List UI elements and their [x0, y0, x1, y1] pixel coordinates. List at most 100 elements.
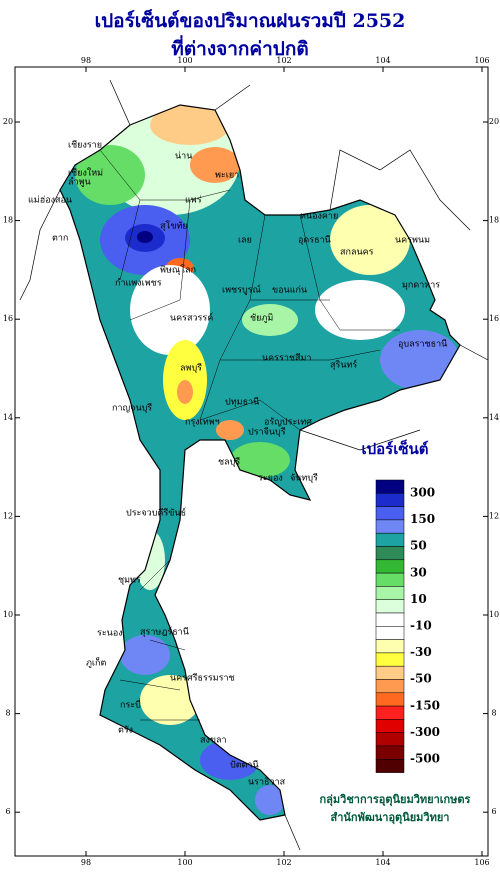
legend-label: 30 — [410, 565, 427, 579]
place-label: ปราจีนบุรี — [248, 427, 286, 438]
y-tick-label: 20 — [3, 117, 13, 126]
y-tick-label: 20 — [489, 117, 499, 126]
place-label: เชียงราย — [68, 140, 102, 151]
place-label: กรุงเทพฯ — [185, 418, 220, 428]
place-label: นครสวรรค์ — [170, 312, 213, 324]
place-label: เพชรบูรณ์ — [222, 284, 261, 296]
credit: กลุ่มวิชาการอุตุนิยมวิทยาเกษตร — [320, 793, 471, 807]
place-label: นราธิวาส — [248, 777, 286, 788]
place-label: หนองคาย — [300, 212, 338, 222]
legend-title: เปอร์เซ็นต์ — [361, 439, 428, 458]
place-label: ชุมพร — [118, 576, 141, 586]
place-label: นครศรีธรรมราช — [170, 673, 235, 684]
place-label: จันทบุรี — [290, 473, 318, 484]
place-label: เลย — [238, 236, 252, 246]
title: ที่ต่างจากค่าปกติ — [171, 35, 308, 60]
y-tick-label: 12 — [489, 511, 499, 520]
legend-label: 150 — [410, 512, 435, 526]
place-label: ลำพูน — [68, 177, 91, 188]
neighbors — [19, 79, 489, 851]
place-label: สุโขทัย — [160, 221, 188, 232]
legend-swatch — [375, 599, 405, 614]
place-label: มุกดาหาร — [402, 281, 440, 291]
legend-swatch — [375, 479, 405, 494]
credit: สำนักพัฒนาอุตุนิยมวิทยา — [331, 811, 450, 825]
legend-swatch — [375, 626, 405, 640]
x-tick-label: 98 — [81, 56, 91, 65]
place-label: น่าน — [175, 152, 192, 162]
place-label: กระบี่ — [120, 698, 141, 711]
place-label: กำแพงเพชร — [115, 278, 162, 289]
y-tick-label: 6 — [491, 807, 496, 816]
axis-ticks: 98 98 100 100 102 102 104 104 106 106 6 6 8 8 10 10 12 12… — [3, 56, 499, 867]
place-label: ปทุมธานี — [225, 397, 259, 408]
legend-swatch — [375, 719, 405, 733]
y-tick-label: 12 — [3, 511, 13, 520]
y-tick-label: 16 — [3, 314, 13, 323]
place-label: สุรินทร์ — [330, 359, 357, 371]
place-label: ปัตตานี — [230, 760, 259, 771]
y-tick-label: 10 — [3, 610, 13, 619]
legend-swatch — [375, 586, 405, 600]
x-tick-label: 102 — [276, 56, 291, 65]
legend-swatch — [375, 559, 405, 574]
y-tick-label: 18 — [3, 216, 13, 225]
legend-label: 300 — [410, 486, 435, 500]
place-label: ระยอง — [258, 474, 283, 484]
legend-swatch — [375, 705, 405, 720]
legend-swatch — [375, 506, 405, 521]
place-label: แม่ฮ่องสอน — [28, 196, 72, 206]
place-label: ประจวบคีรีขันธ์ — [126, 507, 186, 519]
place-label: อุบลราชธานี — [398, 339, 447, 350]
place-label: ตรัง — [118, 726, 133, 736]
x-tick-label: 104 — [375, 56, 390, 65]
x-tick-label: 100 — [177, 56, 192, 65]
x-tick-label: 100 — [177, 858, 192, 867]
legend-swatch — [375, 732, 405, 747]
y-tick-label: 14 — [3, 413, 13, 422]
x-tick-label: 98 — [81, 858, 91, 867]
place-label: สกลนคร — [340, 248, 374, 258]
legend-label: -500 — [410, 752, 440, 766]
place-label: พะเยา — [215, 171, 239, 181]
title: เปอร์เซ็นต์ของปริมาณฝนรวมปี 2552 — [95, 8, 406, 32]
y-tick-label: 16 — [489, 314, 499, 323]
place-label: แพร่ — [185, 196, 202, 206]
legend: 300 150 50 30 10 -10 -30 -50 -150 -300 -500 — [375, 479, 440, 773]
place-label: กาญจนบุรี — [112, 403, 152, 414]
place-label: สงขลา — [200, 736, 227, 746]
place-label: ลพบุรี — [180, 363, 202, 374]
place-label: ชัยภูมิ — [250, 313, 273, 324]
place-label: เชียงใหม่ — [68, 168, 103, 179]
legend-label: -50 — [410, 672, 432, 686]
place-label: นครราชสีมา — [262, 353, 311, 364]
legend-swatch — [375, 546, 405, 561]
place-label: ขอนแก่น — [272, 286, 307, 296]
legend-swatch — [375, 572, 405, 587]
y-tick-label: 8 — [491, 709, 496, 718]
legend-label: 10 — [410, 592, 427, 606]
place-label: นครพนม — [395, 236, 430, 246]
legend-label: -150 — [410, 698, 440, 712]
place-label: อรัญประเทศ — [264, 418, 312, 428]
place-label: สุราษฎร์ธานี — [140, 626, 189, 638]
x-tick-label: 106 — [474, 858, 489, 867]
x-tick-label: 104 — [375, 858, 390, 867]
legend-swatch — [375, 679, 405, 694]
province-lines — [99, 149, 400, 721]
place-label: ระนอง — [97, 629, 123, 639]
legend-swatch — [375, 745, 405, 760]
y-tick-label: 8 — [5, 709, 10, 718]
legend-swatch — [375, 639, 405, 654]
place-label: อุดรธานี — [298, 235, 331, 246]
legend-swatch — [375, 692, 405, 707]
place-label: ชลบุรี — [218, 457, 240, 468]
legend-swatch — [375, 519, 405, 534]
legend-swatch — [375, 493, 405, 507]
place-label: ภูเก็ต — [86, 656, 106, 669]
x-tick-label: 102 — [276, 858, 291, 867]
y-tick-label: 10 — [489, 610, 499, 619]
y-tick-label: 6 — [5, 807, 10, 816]
